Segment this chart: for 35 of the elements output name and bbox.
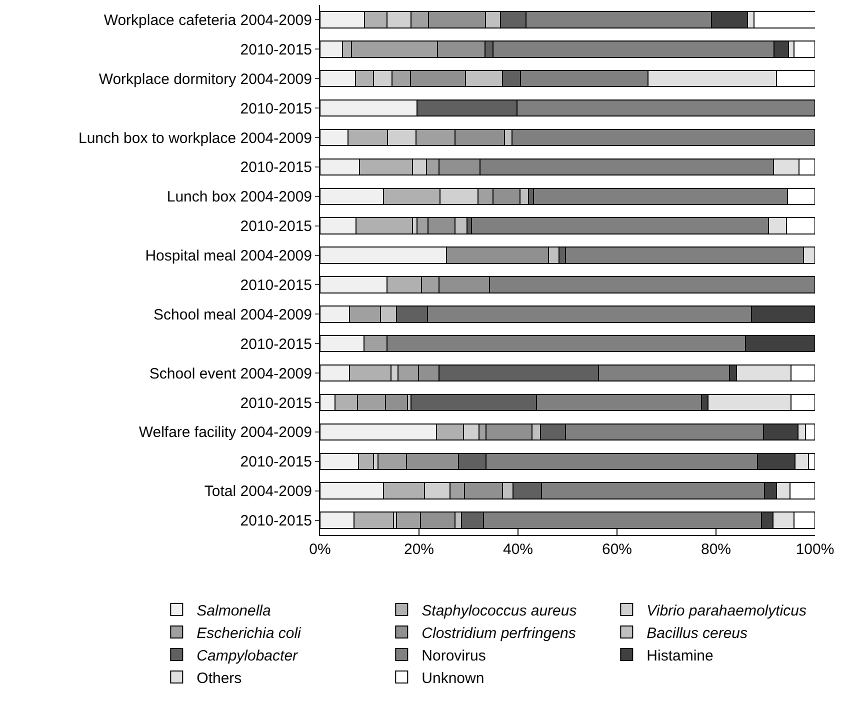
y-tick-label: Lunch box 2004-2009 xyxy=(166,188,312,206)
y-tick-label: 2010-2015 xyxy=(240,512,312,530)
legend-label: Others xyxy=(196,670,242,687)
y-tick-label: 2010-2015 xyxy=(240,336,312,353)
x-tick-label: 60% xyxy=(602,541,632,558)
x-tick-label: 40% xyxy=(502,541,534,558)
legend-label: Norovirus xyxy=(422,647,486,664)
y-tick-label: Workplace cafeteria 2004-2009 xyxy=(104,12,312,29)
legend-label: Vibrio parahaemolyticus xyxy=(646,602,807,620)
x-tick-label: 100% xyxy=(796,541,834,558)
x-tick-label: 20% xyxy=(404,541,434,558)
legend-label: Escherichia coli xyxy=(196,624,302,642)
legend-label: Unknown xyxy=(422,670,484,687)
legend-label: Campylobacter xyxy=(196,647,299,664)
y-tick-label: 2010-2015 xyxy=(240,100,312,118)
y-tick-label: Lunch box to workplace 2004-2009 xyxy=(78,130,312,147)
legend-label: Clostridium perfringens xyxy=(422,624,576,642)
y-tick-label: 2010-2015 xyxy=(240,454,312,471)
y-tick-label: School event 2004-2009 xyxy=(149,365,312,382)
y-tick-label: 2010-2015 xyxy=(240,394,312,412)
y-tick-label: Total 2004-2009 xyxy=(204,483,312,500)
y-tick-label: 2010-2015 xyxy=(240,218,312,236)
legend-label: Staphylococcus aureus xyxy=(422,602,578,620)
y-tick-label: School meal 2004-2009 xyxy=(154,306,312,324)
legend-label: Salmonella xyxy=(196,602,271,620)
legend-label: Histamine xyxy=(646,647,714,664)
y-tick-label: 2010-2015 xyxy=(240,159,312,176)
legend-label: Bacillus cereus xyxy=(646,624,748,642)
x-tick-label: 0% xyxy=(309,541,331,558)
y-tick-label: 2010-2015 xyxy=(240,276,312,294)
x-tick-label: 80% xyxy=(700,541,732,558)
y-tick-label: Hospital meal 2004-2009 xyxy=(145,248,312,265)
y-tick-label: 2010-2015 xyxy=(240,41,312,58)
y-tick-label: Workplace dormitory 2004-2009 xyxy=(98,70,312,88)
y-tick-label: Welfare facility 2004-2009 xyxy=(138,424,312,442)
